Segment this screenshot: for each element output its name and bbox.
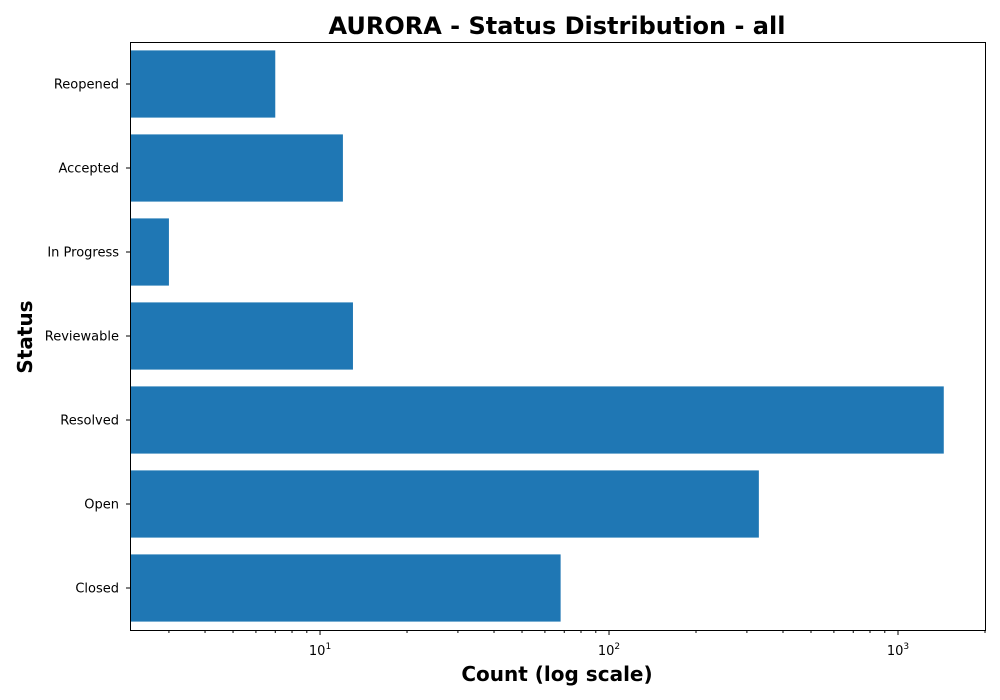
bar-accepted [130,134,343,202]
y-axis-label: Status [13,300,37,373]
bar-closed [130,554,561,622]
y-axis-ticks: Closed Open Resolved Reviewable In Progress A… [45,78,130,597]
x-tick-label-10e2: 102 [598,642,620,659]
x-axis-label: Count (log scale) [461,662,652,686]
bar-reopened [130,50,276,118]
y-tick-label-open: Open [84,498,119,513]
bar-resolved [130,386,944,454]
bar-in-progress [130,218,169,286]
x-axis-ticks: 101 102 103 [168,630,986,659]
y-tick-label-reviewable: Reviewable [45,330,119,345]
x-tick-label-10e3: 103 [887,642,909,659]
bar-reviewable [130,302,353,370]
y-tick-label-resolved: Resolved [60,414,119,429]
chart-title: AURORA - Status Distribution - all [329,12,786,40]
x-tick-label-10e1: 101 [309,642,331,659]
y-tick-label-accepted: Accepted [58,162,119,177]
plot-frame [130,42,986,631]
y-tick-label-reopened: Reopened [54,78,119,93]
y-tick-label-closed: Closed [75,582,119,597]
bars-layer [130,50,944,622]
y-tick-label-in-progress: In Progress [47,246,119,261]
bar-open [130,470,759,538]
